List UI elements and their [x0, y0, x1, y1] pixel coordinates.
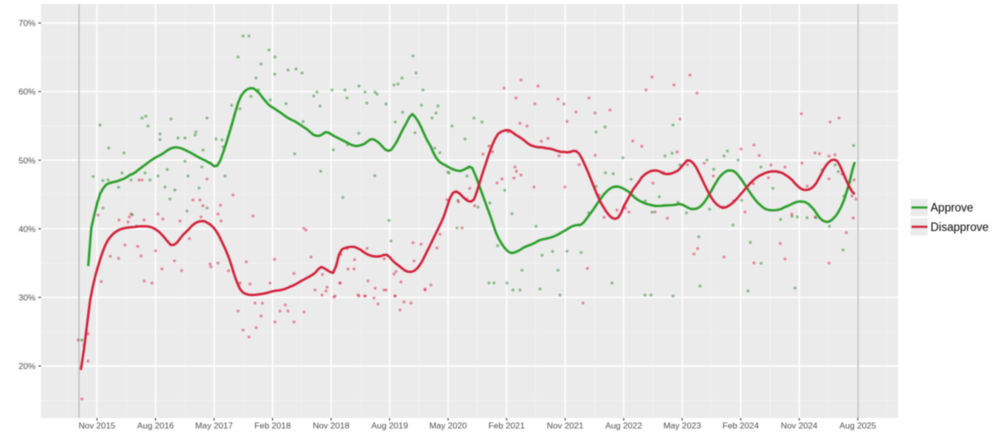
- svg-text:Feb 2021: Feb 2021: [488, 421, 525, 431]
- svg-text:Aug 2019: Aug 2019: [371, 421, 408, 431]
- svg-text:50%: 50%: [18, 155, 36, 165]
- svg-text:Feb 2018: Feb 2018: [254, 421, 291, 431]
- svg-text:May 2023: May 2023: [663, 421, 701, 431]
- svg-text:Nov 2024: Nov 2024: [781, 421, 818, 431]
- svg-text:20%: 20%: [18, 361, 36, 371]
- svg-text:40%: 40%: [18, 224, 36, 234]
- svg-text:Nov 2018: Nov 2018: [313, 421, 350, 431]
- svg-text:May 2020: May 2020: [429, 421, 467, 431]
- svg-text:30%: 30%: [18, 293, 36, 303]
- svg-text:60%: 60%: [18, 87, 36, 97]
- svg-text:Feb 2024: Feb 2024: [723, 421, 760, 431]
- svg-text:Aug 2016: Aug 2016: [137, 421, 174, 431]
- svg-text:May 2017: May 2017: [195, 421, 233, 431]
- svg-text:Nov 2021: Nov 2021: [547, 421, 584, 431]
- svg-text:Disapprove: Disapprove: [931, 222, 989, 234]
- svg-text:Nov 2015: Nov 2015: [79, 421, 116, 431]
- svg-text:Approve: Approve: [931, 203, 974, 215]
- svg-text:Aug 2025: Aug 2025: [839, 421, 876, 431]
- svg-text:Aug 2022: Aug 2022: [605, 421, 642, 431]
- svg-text:70%: 70%: [18, 18, 36, 28]
